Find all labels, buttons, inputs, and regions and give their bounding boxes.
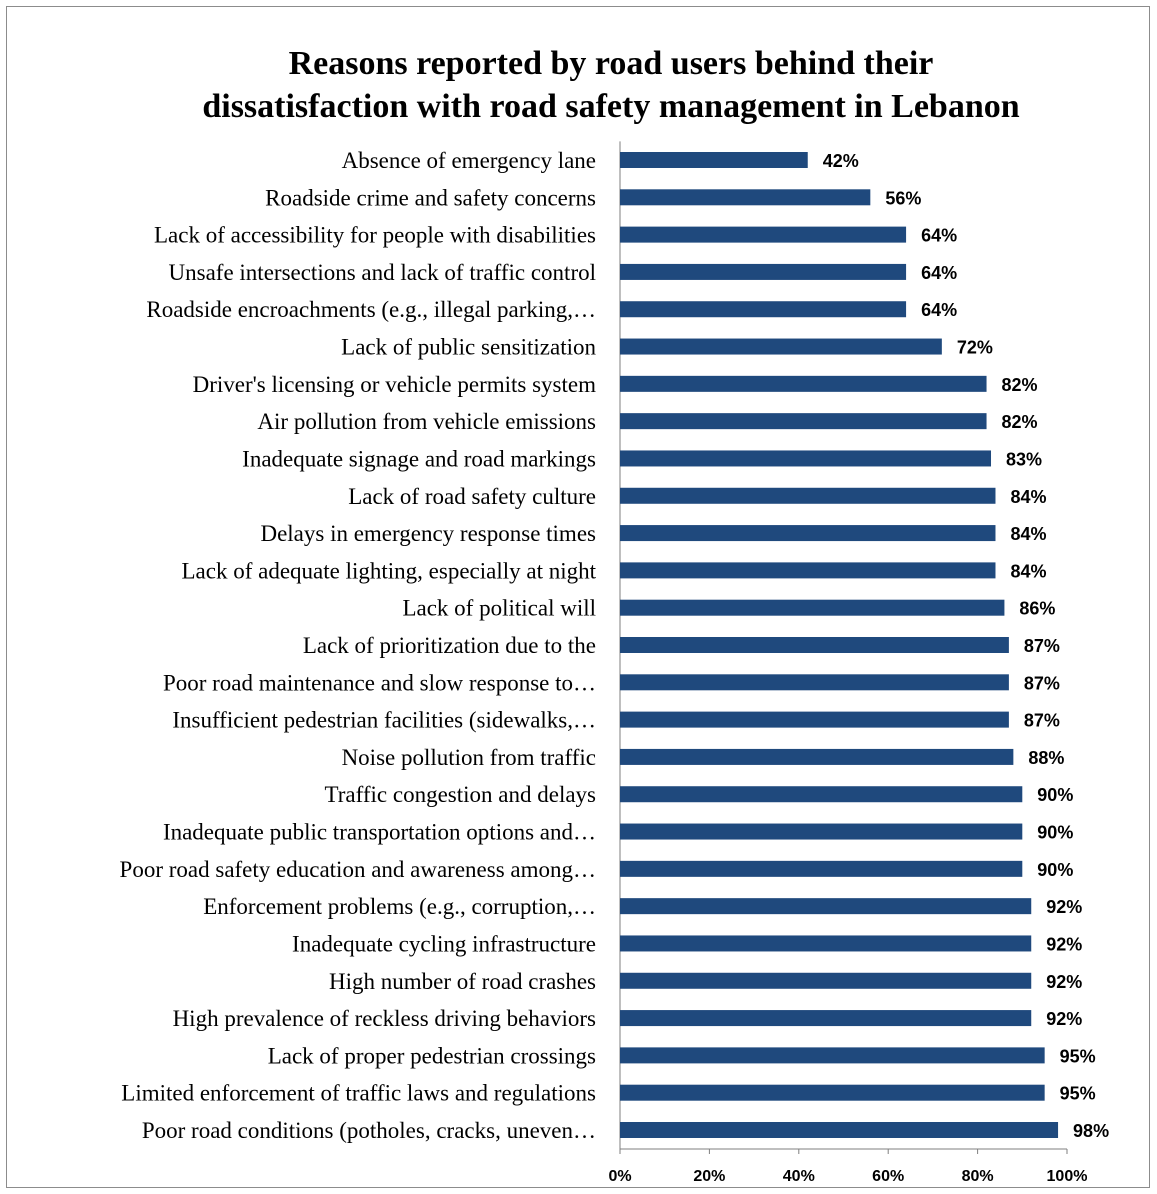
- data-label: 83%: [1006, 449, 1042, 469]
- data-label: 90%: [1037, 860, 1073, 880]
- bar: [620, 935, 1032, 952]
- chart-frame: [6, 6, 1150, 1188]
- category-label: Inadequate public transportation options…: [163, 820, 596, 845]
- category-label: Noise pollution from traffic: [342, 745, 596, 770]
- category-label: Lack of public sensitization: [341, 335, 596, 360]
- data-label: 87%: [1024, 711, 1060, 731]
- bar: [620, 599, 1005, 616]
- x-tick-label: 0%: [608, 1168, 631, 1185]
- bar: [620, 637, 1009, 653]
- bar: [620, 860, 1023, 877]
- bar: [620, 189, 871, 206]
- x-tick-label: 80%: [962, 1168, 994, 1185]
- bar: [620, 226, 907, 243]
- data-label: 86%: [1019, 599, 1055, 619]
- bar: [620, 1010, 1032, 1027]
- bar: [620, 375, 987, 392]
- x-tick-label: 40%: [783, 1168, 815, 1185]
- data-label: 64%: [921, 263, 957, 283]
- data-label: 72%: [957, 338, 993, 358]
- category-label: High prevalence of reckless driving beha…: [173, 1006, 596, 1031]
- category-label: High number of road crashes: [329, 969, 596, 994]
- data-label: 95%: [1060, 1046, 1096, 1066]
- bar: [620, 525, 996, 542]
- data-label: 82%: [1002, 412, 1038, 432]
- category-label: Unsafe intersections and lack of traffic…: [169, 260, 596, 285]
- x-tick-label: 20%: [693, 1168, 725, 1185]
- bar: [620, 562, 996, 579]
- category-label: Traffic congestion and delays: [325, 782, 597, 807]
- data-label: 87%: [1024, 636, 1060, 656]
- data-label: 64%: [921, 226, 957, 246]
- category-label: Poor road safety education and awareness…: [120, 857, 596, 882]
- bar: [620, 711, 1009, 728]
- chart-title: Reasons reported by road users behind th…: [0, 42, 1157, 128]
- bar: [620, 748, 1014, 765]
- category-label: Roadside encroachments (e.g., illegal pa…: [146, 297, 596, 322]
- data-label: 56%: [885, 188, 921, 208]
- category-label: Lack of accessibility for people with di…: [154, 223, 596, 248]
- category-label: Insufficient pedestrian facilities (side…: [172, 708, 596, 733]
- data-label: 90%: [1037, 785, 1073, 805]
- category-label: Lack of proper pedestrian crossings: [268, 1043, 596, 1068]
- x-tick-label: 100%: [1047, 1168, 1088, 1185]
- bar: [620, 898, 1032, 915]
- category-label: Lack of adequate lighting, especially at…: [182, 558, 597, 583]
- bar: [620, 1122, 1059, 1138]
- category-label: Roadside crime and safety concerns: [265, 185, 596, 210]
- bar: [620, 1047, 1045, 1064]
- category-label: Delays in emergency response times: [260, 521, 596, 546]
- data-label: 84%: [1010, 561, 1046, 581]
- data-label: 42%: [823, 151, 859, 171]
- category-label: Inadequate signage and road markings: [242, 446, 596, 471]
- bar: [620, 1084, 1045, 1101]
- data-label: 98%: [1073, 1121, 1109, 1141]
- bar: [620, 301, 907, 318]
- data-label: 95%: [1060, 1084, 1096, 1104]
- category-label: Lack of prioritization due to the: [303, 633, 596, 658]
- chart-title-line-1: Reasons reported by road users behind th…: [288, 45, 934, 82]
- data-label: 92%: [1046, 1009, 1082, 1029]
- data-label: 82%: [1002, 375, 1038, 395]
- category-label: Poor road conditions (potholes, cracks, …: [142, 1118, 596, 1143]
- category-label: Limited enforcement of traffic laws and …: [121, 1081, 596, 1106]
- bar: [620, 413, 987, 430]
- bar: [620, 786, 1023, 803]
- category-label: Poor road maintenance and slow response …: [163, 670, 596, 695]
- category-label: Lack of road safety culture: [348, 484, 596, 509]
- category-label: Lack of political will: [402, 596, 596, 621]
- category-label: Air pollution from vehicle emissions: [257, 409, 596, 434]
- data-label: 92%: [1046, 897, 1082, 917]
- data-label: 92%: [1046, 972, 1082, 992]
- bar: [620, 263, 907, 280]
- data-label: 87%: [1024, 673, 1060, 693]
- bar: [620, 152, 808, 168]
- data-label: 88%: [1028, 748, 1064, 768]
- category-label: Inadequate cycling infrastructure: [292, 931, 596, 956]
- bar: [620, 674, 1009, 691]
- bar: [620, 338, 942, 355]
- bar: [620, 487, 996, 504]
- category-label: Enforcement problems (e.g., corruption,…: [203, 894, 596, 919]
- data-label: 64%: [921, 300, 957, 320]
- category-label: Absence of emergency lane: [342, 148, 596, 173]
- data-label: 84%: [1010, 487, 1046, 507]
- bar: [620, 450, 992, 467]
- bar: [620, 823, 1023, 840]
- x-tick-label: 60%: [872, 1168, 904, 1185]
- chart-title-line-2: dissatisfaction with road safety managem…: [202, 88, 1020, 125]
- bar: [620, 972, 1032, 989]
- data-label: 90%: [1037, 823, 1073, 843]
- category-label: Driver's licensing or vehicle permits sy…: [193, 372, 596, 397]
- data-label: 92%: [1046, 934, 1082, 954]
- data-label: 84%: [1010, 524, 1046, 544]
